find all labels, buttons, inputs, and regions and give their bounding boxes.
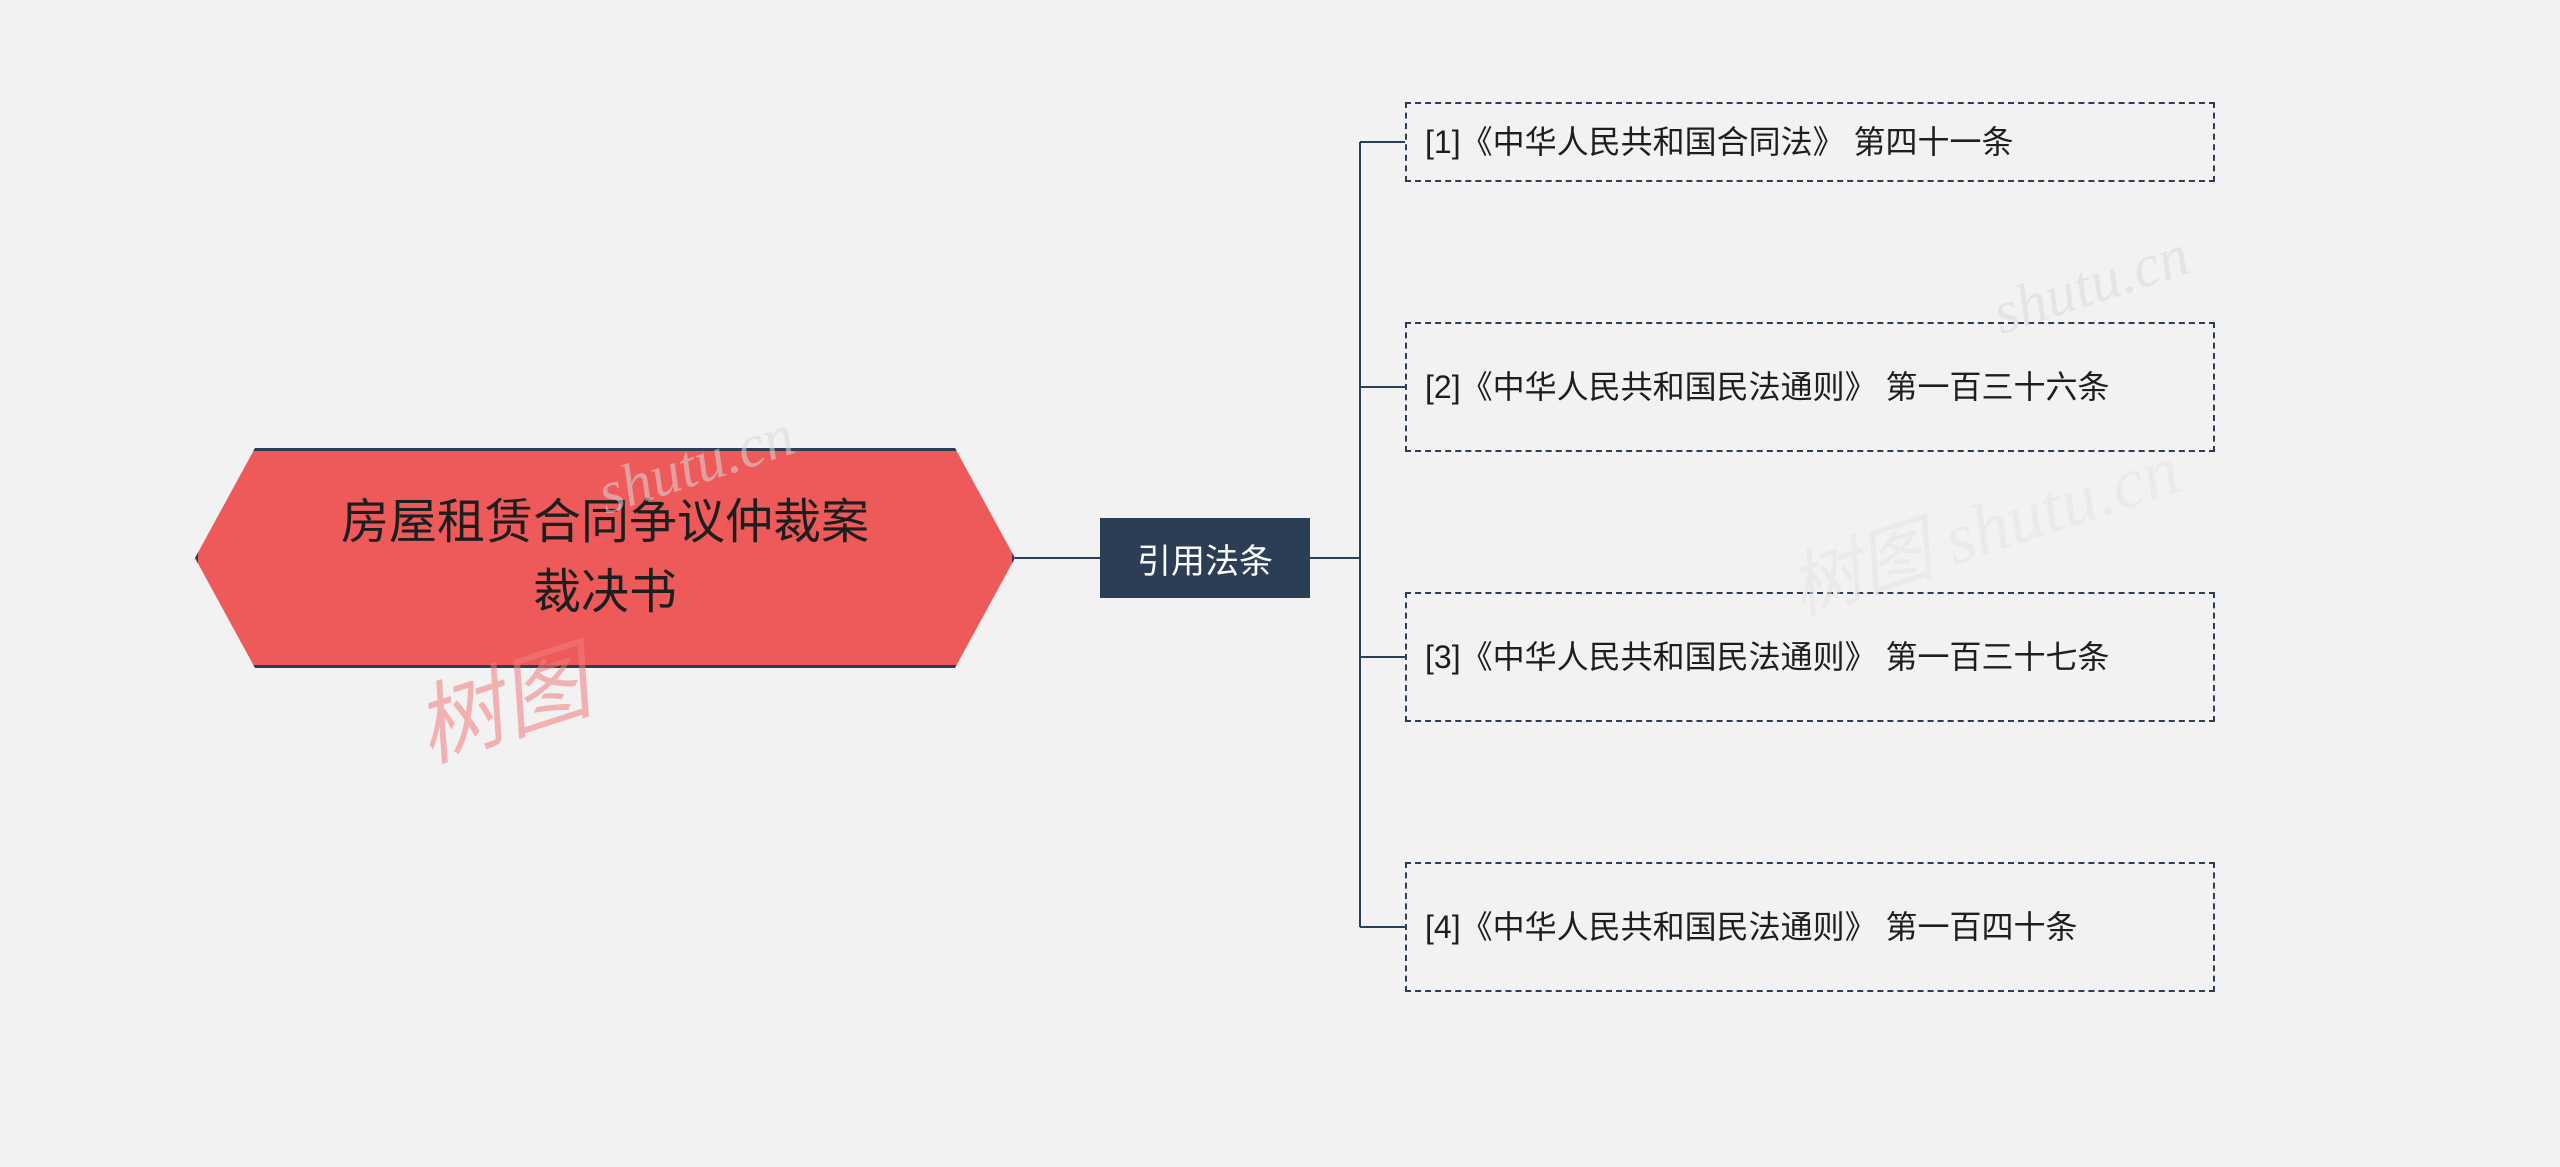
root-node: 房屋租赁合同争议仲裁案 裁决书	[195, 448, 1015, 668]
leaf-node-text: [3]《中华人民共和国民法通则》 第一百三十七条	[1425, 634, 2109, 680]
root-node-line1: 房屋租赁合同争议仲裁案	[341, 496, 869, 549]
diagram-canvas: 房屋租赁合同争议仲裁案 裁决书 引用法条 [1]《中华人民共和国合同法》 第四十…	[0, 0, 2560, 1167]
leaf-node: [3]《中华人民共和国民法通则》 第一百三十七条	[1405, 592, 2215, 722]
leaf-node: [1]《中华人民共和国合同法》 第四十一条	[1405, 102, 2215, 182]
leaf-node: [4]《中华人民共和国民法通则》 第一百四十条	[1405, 862, 2215, 992]
leaf-node: [2]《中华人民共和国民法通则》 第一百三十六条	[1405, 322, 2215, 452]
mid-node-text: 引用法条	[1137, 534, 1273, 583]
leaf-node-text: [1]《中华人民共和国合同法》 第四十一条	[1425, 119, 2013, 165]
leaf-node-text: [2]《中华人民共和国民法通则》 第一百三十六条	[1425, 364, 2109, 410]
root-node-line2: 裁决书	[533, 566, 677, 619]
leaf-node-text: [4]《中华人民共和国民法通则》 第一百四十条	[1425, 904, 2077, 950]
root-node-text: 房屋租赁合同争议仲裁案 裁决书	[341, 488, 869, 627]
mid-node: 引用法条	[1100, 518, 1310, 598]
